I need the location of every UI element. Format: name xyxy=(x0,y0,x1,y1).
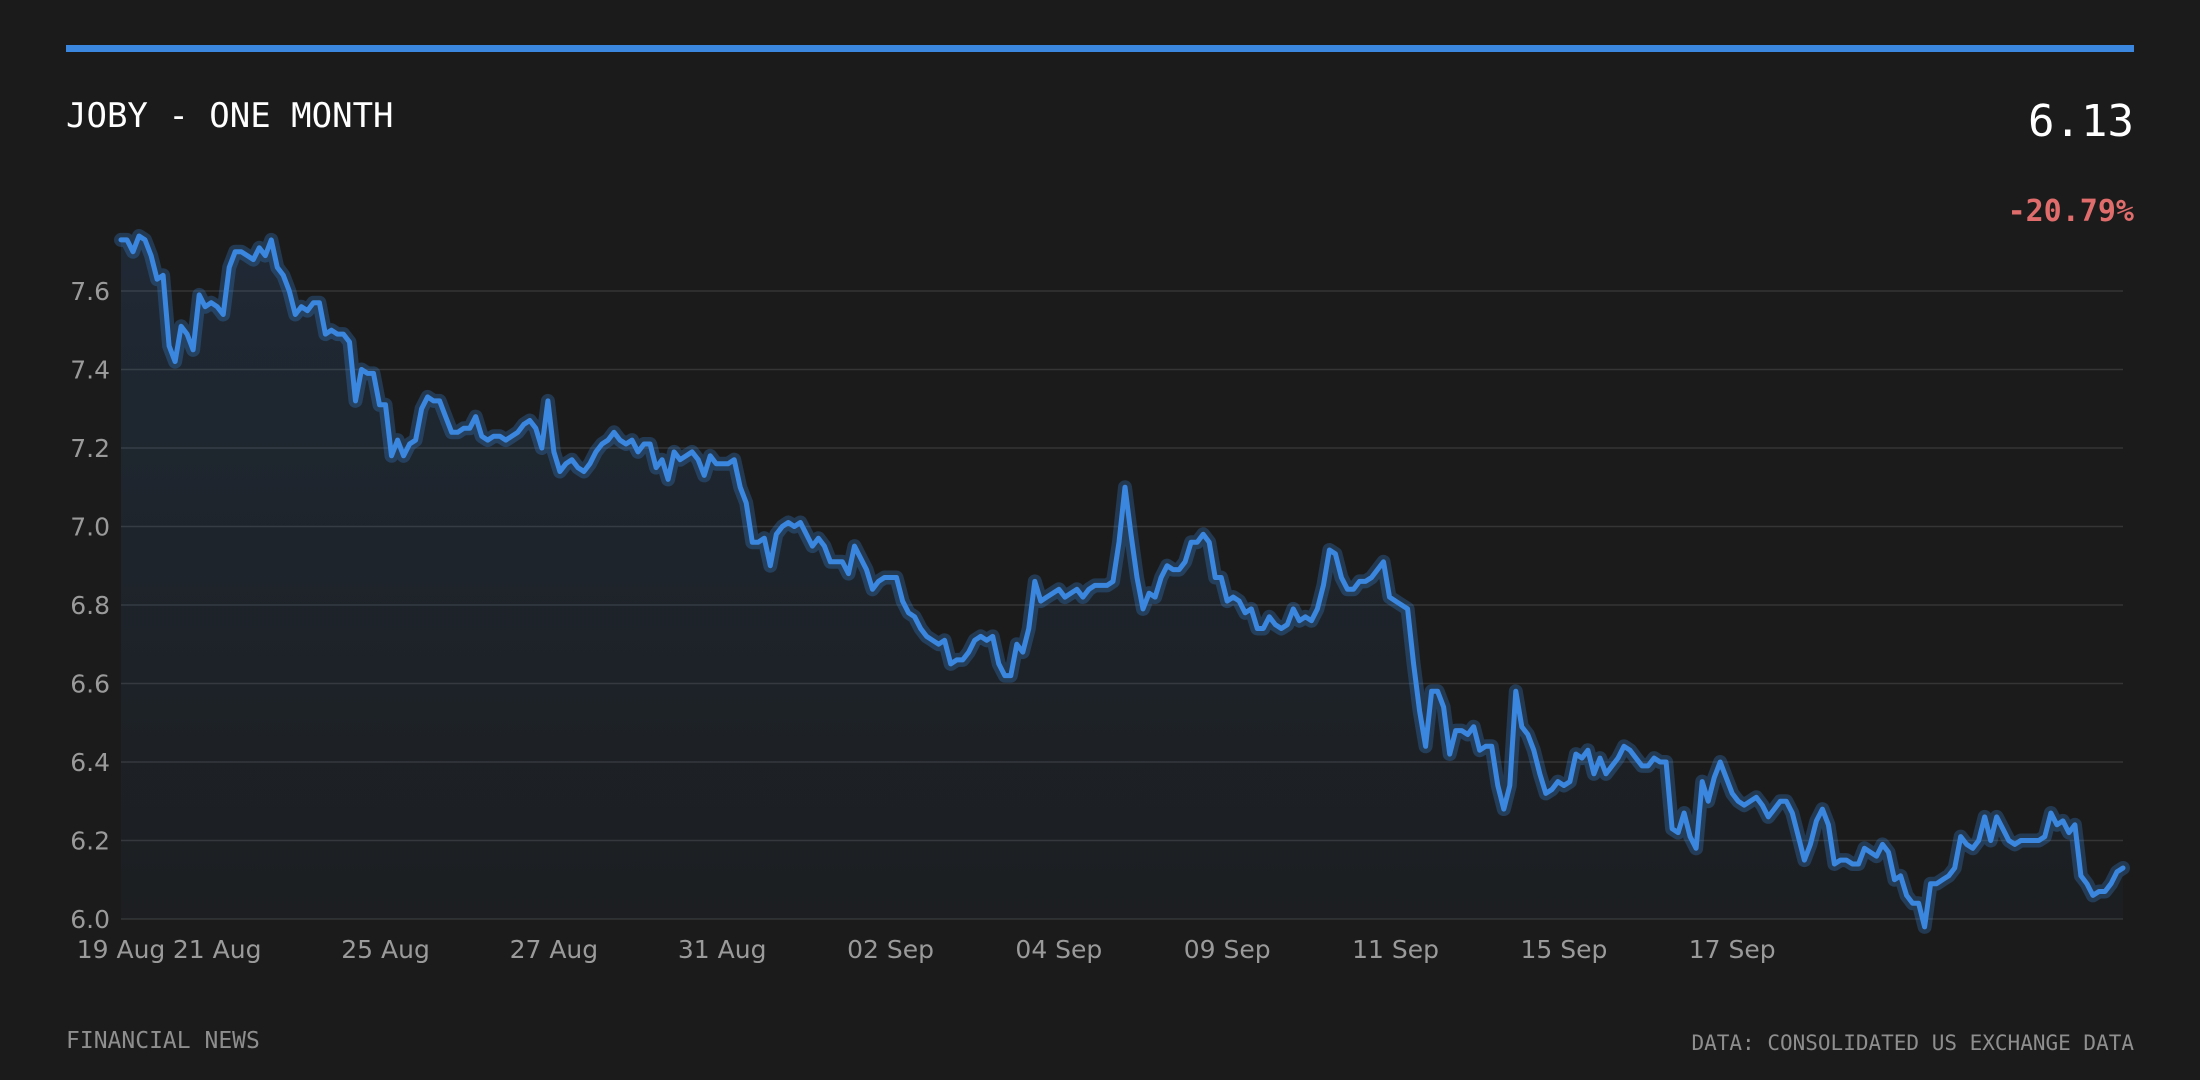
y-tick-label: 6.2 xyxy=(70,826,110,855)
x-tick-label: 11 Sep xyxy=(1352,935,1439,964)
footer-data-credit: DATA: CONSOLIDATED US EXCHANGE DATA xyxy=(1691,1031,2134,1055)
y-tick-label: 7.4 xyxy=(70,355,110,384)
chart-title: JOBY - ONE MONTH xyxy=(66,96,394,136)
accent-bar xyxy=(66,45,2134,52)
y-tick-label: 7.2 xyxy=(70,434,110,463)
x-tick-label: 02 Sep xyxy=(847,935,934,964)
y-tick-label: 6.6 xyxy=(70,669,110,698)
x-tick-label: 21 Aug xyxy=(173,935,262,964)
y-tick-label: 6.4 xyxy=(70,748,110,777)
current-price: 6.13 xyxy=(2028,96,2134,147)
y-tick-label: 7.6 xyxy=(70,277,110,306)
y-tick-label: 6.0 xyxy=(70,905,110,934)
x-axis-ticks: 19 Aug 21 Aug 25 Aug 27 Aug 31 Aug 02 Sep 04 S… xyxy=(77,935,1776,964)
x-tick-label: 25 Aug xyxy=(341,935,430,964)
y-tick-label: 6.8 xyxy=(70,591,110,620)
price-line xyxy=(118,233,2126,930)
y-axis-ticks: 6.0 6.2 6.4 6.6 6.8 7.0 7.2 7.4 7.6 xyxy=(70,277,110,934)
x-tick-label: 19 Aug xyxy=(77,935,166,964)
y-tick-label: 7.0 xyxy=(70,512,110,541)
x-tick-label: 17 Sep xyxy=(1689,935,1776,964)
footer-source: FINANCIAL NEWS xyxy=(66,1028,260,1054)
x-tick-label: 15 Sep xyxy=(1520,935,1607,964)
price-change-badge: -20.79% xyxy=(2007,194,2134,229)
x-tick-label: 04 Sep xyxy=(1015,935,1102,964)
x-tick-label: 27 Aug xyxy=(510,935,599,964)
x-tick-label: 09 Sep xyxy=(1184,935,1271,964)
x-tick-label: 31 Aug xyxy=(678,935,767,964)
price-chart: 6.0 6.2 6.4 6.6 6.8 7.0 7.2 7.4 7.6 19 Aug 21 Aug… xyxy=(70,229,2130,964)
